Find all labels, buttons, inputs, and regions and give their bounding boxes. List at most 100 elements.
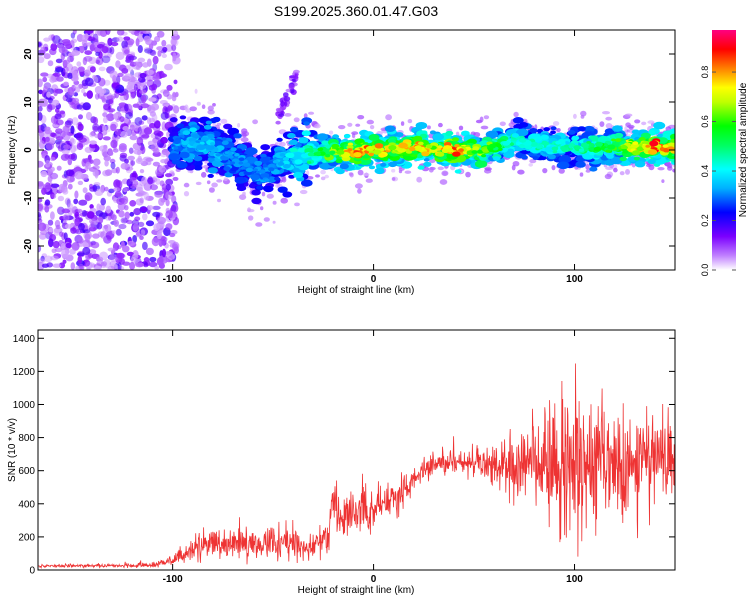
ridge-blob	[423, 158, 430, 162]
noise-blob	[172, 52, 177, 62]
halo-blob	[314, 123, 321, 129]
noise-blob	[68, 154, 76, 160]
noise-blob	[93, 220, 99, 225]
noise-blob	[65, 169, 75, 177]
ridge-blob	[558, 155, 572, 164]
ridge-blob	[662, 144, 669, 148]
noise-blob	[120, 217, 128, 224]
noise-blob	[48, 238, 54, 248]
noise-blob	[105, 30, 111, 35]
halo-blob	[184, 104, 189, 111]
noise-blob	[151, 176, 158, 181]
halo-blob	[237, 123, 241, 128]
noise-blob	[139, 89, 147, 94]
ridge-blob	[263, 185, 274, 193]
side-feature-blob	[275, 107, 283, 112]
halo-blob	[641, 121, 647, 126]
ridge-blob	[285, 152, 295, 159]
noise-blob	[64, 197, 71, 206]
ridge-blob	[437, 145, 443, 149]
noise-blob	[43, 255, 53, 263]
noise-blob	[128, 55, 137, 61]
ridge-blob	[417, 165, 425, 170]
noise-blob	[124, 211, 130, 220]
noise-blob	[99, 204, 105, 211]
noise-blob	[173, 79, 178, 85]
noise-blob	[158, 238, 163, 247]
halo-blob	[624, 113, 633, 117]
noise-blob	[105, 169, 113, 176]
noise-blob	[38, 233, 47, 240]
noise-blob	[73, 198, 79, 205]
noise-blob	[128, 30, 135, 34]
ridge-blob	[264, 178, 270, 182]
halo-blob	[351, 131, 359, 135]
ridge-blob	[259, 156, 271, 164]
halo-blob	[458, 125, 464, 131]
noise-blob	[116, 197, 125, 205]
halo-blob	[511, 164, 516, 171]
noise-blob	[60, 153, 70, 161]
ridge-blob	[297, 147, 307, 153]
ridge-blob	[260, 172, 270, 179]
halo-blob	[392, 177, 396, 181]
ridge-blob	[529, 141, 539, 147]
noise-blob	[43, 53, 51, 60]
noise-blob	[170, 230, 178, 235]
noise-blob	[105, 205, 112, 214]
ridge-blob	[169, 117, 178, 123]
noise-blob	[38, 89, 43, 95]
noise-blob	[92, 158, 101, 166]
noise-blob	[103, 144, 108, 149]
noise-blob	[98, 66, 106, 72]
noise-blob	[95, 59, 100, 64]
noise-blob	[142, 241, 148, 251]
halo-blob	[315, 174, 320, 178]
noise-blob	[70, 125, 75, 134]
noise-blob	[104, 186, 109, 192]
noise-blob	[70, 262, 76, 270]
noise-blob	[55, 66, 64, 73]
noise-blob	[50, 43, 58, 52]
ridge-blob	[288, 141, 294, 145]
noise-blob	[116, 180, 123, 190]
noise-blob	[129, 177, 137, 182]
ridge-blob	[199, 141, 205, 145]
ridge-blob	[289, 126, 299, 133]
noise-blob	[146, 106, 156, 114]
noise-blob	[77, 237, 84, 244]
noise-blob	[44, 129, 53, 135]
side-feature-blob	[288, 83, 295, 90]
noise-blob	[65, 120, 73, 126]
noise-blob	[125, 112, 134, 119]
noise-blob	[38, 222, 47, 231]
halo-blob	[404, 170, 412, 174]
ridge-blob	[224, 151, 230, 155]
noise-blob	[101, 263, 107, 269]
noise-blob	[71, 117, 79, 126]
ridge-blob	[575, 161, 586, 168]
noise-blob	[82, 247, 91, 255]
halo-blob	[280, 129, 285, 135]
noise-blob	[135, 64, 141, 71]
noise-blob	[138, 76, 146, 83]
ridge-blob	[436, 148, 441, 151]
noise-blob	[81, 88, 86, 94]
ridge-blob	[205, 144, 215, 151]
noise-blob	[38, 261, 45, 270]
noise-blob	[113, 219, 120, 227]
noise-blob	[100, 197, 106, 206]
noise-blob	[41, 187, 47, 195]
noise-blob	[38, 106, 43, 112]
noise-blob	[39, 230, 48, 235]
spectrogram-heatmap	[38, 30, 675, 270]
noise-blob	[84, 192, 93, 201]
ridge-blob	[619, 156, 627, 162]
ridge-blob	[368, 152, 374, 157]
noise-blob	[123, 36, 131, 41]
halo-blob	[207, 109, 215, 115]
noise-blob	[78, 83, 83, 89]
noise-blob	[128, 147, 134, 154]
halo-blob	[201, 171, 207, 178]
ridge-blob	[347, 142, 354, 146]
